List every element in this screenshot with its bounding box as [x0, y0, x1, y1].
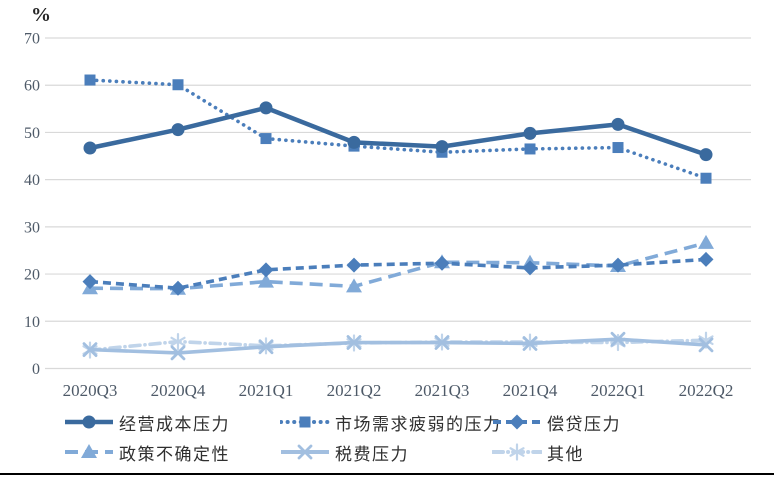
y-tick-label: 60	[24, 78, 40, 95]
square-marker	[260, 133, 272, 145]
legend-marker-asterisk-dashdot	[492, 443, 542, 461]
diamond-marker	[346, 257, 362, 273]
series-0	[83, 101, 713, 162]
legend-item-other: 其他	[492, 442, 584, 464]
y-tick-label: 10	[24, 314, 40, 331]
diamond-marker	[522, 260, 538, 276]
series-4-line	[89, 337, 707, 355]
y-tick-label: 70	[24, 31, 40, 48]
x-tick-label: 2021Q3	[415, 381, 470, 400]
legend-marker-x-solid	[281, 444, 329, 460]
x-marker	[610, 331, 626, 347]
legend-marker-triangle-dashed	[65, 444, 113, 458]
legend-item-debt-repayment: 偿贷压力	[492, 412, 621, 434]
legend-label-other: 其他	[547, 444, 584, 464]
square-marker	[84, 74, 96, 86]
bottom-border-line	[0, 473, 774, 475]
x-tick-label: 2020Q3	[63, 381, 118, 400]
series-2	[82, 251, 714, 296]
x-marker	[698, 337, 714, 353]
x-tick-label: 2022Q2	[679, 381, 734, 400]
y-axis-unit-label: %	[31, 4, 51, 26]
square-marker	[700, 172, 712, 184]
triangle-marker	[698, 234, 714, 249]
diamond-marker	[434, 255, 450, 271]
square-marker	[524, 143, 536, 155]
triangle-marker	[81, 444, 97, 458]
legend-item-tax-burden: 税费压力	[280, 442, 409, 464]
circle-marker	[259, 101, 273, 115]
series-4	[82, 331, 714, 361]
asterisk-marker	[170, 332, 186, 351]
square-marker	[299, 416, 311, 428]
square-marker	[172, 79, 184, 91]
asterisk-marker	[509, 443, 525, 461]
x-tick-label: 2022Q1	[591, 381, 646, 400]
x-marker	[258, 339, 274, 355]
y-tick-label: 20	[24, 267, 40, 284]
circle-marker	[699, 148, 713, 162]
diamond-marker	[509, 414, 525, 430]
legend-label-policy-uncertainty: 政策不确定性	[119, 444, 230, 464]
y-tick-label: 0	[32, 361, 40, 378]
diamond-marker	[258, 262, 274, 278]
x-marker	[522, 336, 538, 351]
circle-marker	[523, 126, 537, 140]
x-marker	[170, 345, 186, 361]
series-1-line	[88, 78, 708, 181]
y-tick-label: 40	[24, 172, 40, 189]
diamond-marker	[170, 280, 186, 296]
circle-marker	[347, 135, 361, 149]
circle-marker	[83, 141, 97, 155]
y-tick-label: 30	[24, 219, 40, 236]
legend-item-weak-demand: 市场需求疲弱的压力	[280, 412, 502, 434]
legend-marker-circle-solid	[65, 415, 113, 429]
circle-marker	[611, 117, 625, 131]
x-tick-label: 2020Q4	[151, 381, 206, 400]
plot-area: 0 10 20 30 40 50 60 70 2020Q3 2020Q4 2021Q1 2021Q2 2…	[24, 31, 751, 400]
x-marker	[82, 342, 98, 358]
circle-marker	[435, 140, 449, 154]
x-marker	[346, 335, 362, 350]
legend-label-weak-demand: 市场需求疲弱的压力	[335, 414, 502, 434]
y-tick-label: 50	[24, 125, 40, 142]
legend-marker-square-dotted	[280, 416, 330, 428]
x-tick-label: 2021Q1	[239, 381, 294, 400]
legend-label-tax-burden: 税费压力	[335, 444, 409, 464]
diamond-marker	[82, 274, 98, 290]
x-marker	[434, 335, 450, 350]
circle-marker	[82, 415, 96, 429]
triangle-marker	[258, 273, 274, 288]
circle-marker	[171, 123, 185, 137]
x-tick-label: 2021Q2	[327, 381, 382, 400]
diamond-marker	[610, 257, 626, 273]
legend-marker-diamond-dashed	[493, 414, 541, 430]
x-marker	[297, 444, 313, 460]
diamond-marker	[698, 251, 714, 267]
series-0-line	[89, 105, 707, 157]
legend-item-operating-cost: 经营成本压力	[64, 412, 230, 434]
series-3-line	[89, 241, 707, 291]
square-marker	[612, 142, 624, 154]
legend-label-debt-repayment: 偿贷压力	[547, 414, 621, 434]
x-tick-label: 2021Q4	[503, 381, 558, 400]
legend-item-policy-uncertainty: 政策不确定性	[64, 442, 230, 464]
legend-label-operating-cost: 经营成本压力	[119, 414, 230, 434]
triangle-marker	[346, 278, 362, 293]
